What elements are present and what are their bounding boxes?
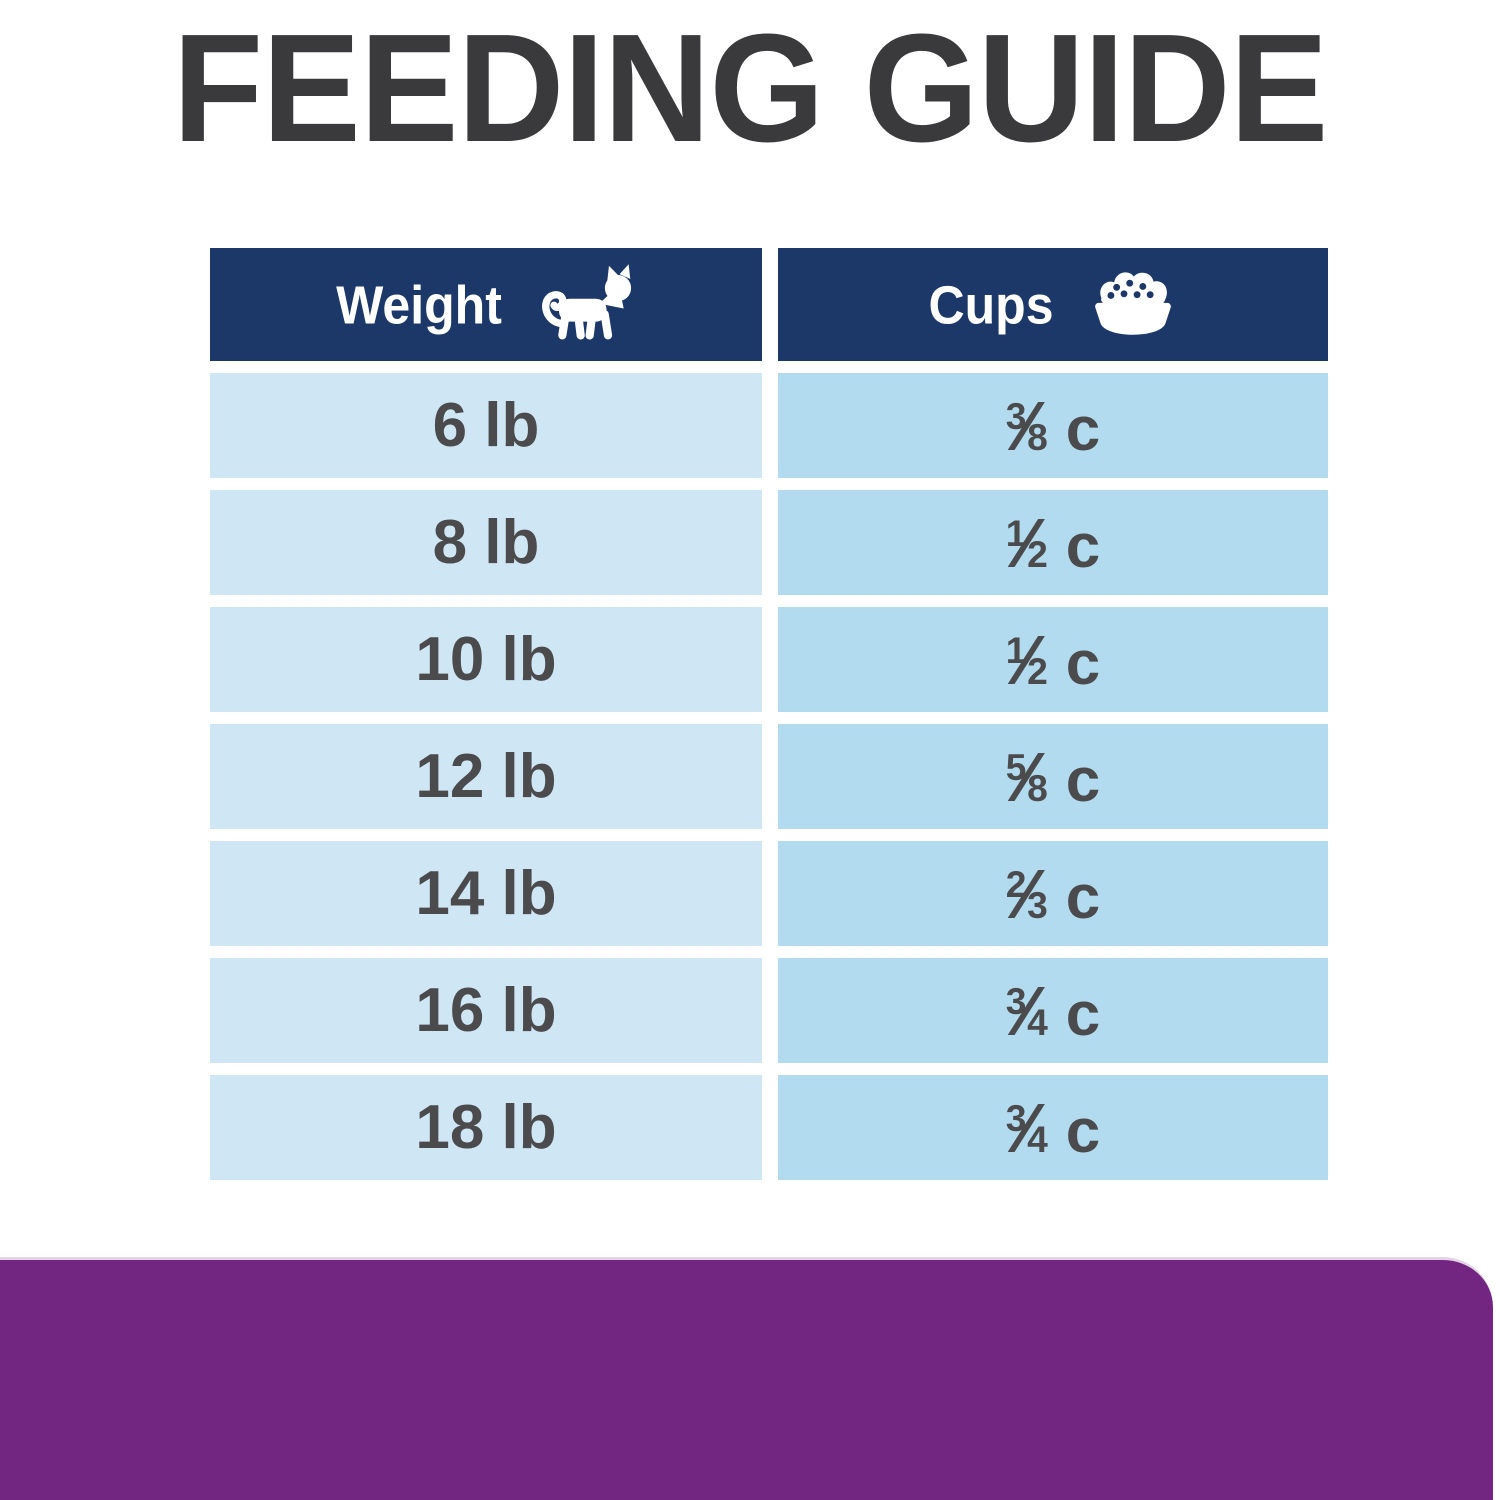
- cups-cell: 2⁄3 c: [778, 841, 1328, 946]
- fraction-slash: ⁄: [1020, 854, 1033, 933]
- cups-unit: c: [1065, 628, 1101, 698]
- fraction-slash: ⁄: [1020, 971, 1033, 1050]
- cups-unit: c: [1065, 862, 1101, 932]
- weight-cell: 14 lb: [210, 841, 762, 946]
- cups-cell: 1⁄2 c: [778, 607, 1328, 712]
- fraction-denominator: 2: [1027, 533, 1048, 576]
- fraction: 1⁄2 c: [1006, 620, 1100, 700]
- fraction: 2⁄3 c: [1006, 854, 1100, 934]
- table-row: 6 lb 3⁄8 c: [210, 373, 1328, 478]
- fraction-numerator: 1: [1005, 629, 1027, 672]
- fraction-numerator: 3: [1005, 395, 1027, 438]
- fraction-slash: ⁄: [1020, 503, 1033, 582]
- fraction: 1⁄2 c: [1006, 503, 1100, 583]
- cat-icon: [536, 261, 636, 348]
- fraction: 3⁄4 c: [1006, 971, 1100, 1051]
- feeding-table: Weight C: [210, 248, 1328, 1192]
- table-row: 8 lb 1⁄2 c: [210, 490, 1328, 595]
- cups-unit: c: [1065, 745, 1101, 815]
- fraction-numerator: 2: [1005, 863, 1027, 906]
- fraction: 5⁄8 c: [1006, 737, 1100, 817]
- fraction-slash: ⁄: [1020, 737, 1033, 816]
- fraction: 3⁄4 c: [1006, 1088, 1100, 1168]
- cups-cell: 3⁄4 c: [778, 1075, 1328, 1180]
- table-row: 12 lb 5⁄8 c: [210, 724, 1328, 829]
- cups-cell: 1⁄2 c: [778, 490, 1328, 595]
- weight-cell: 6 lb: [210, 373, 762, 478]
- table-row: 16 lb 3⁄4 c: [210, 958, 1328, 1063]
- food-bowl-icon: [1088, 265, 1178, 344]
- weight-header-label: Weight: [336, 274, 502, 335]
- weight-cell: 10 lb: [210, 607, 762, 712]
- fraction-denominator: 3: [1027, 884, 1048, 927]
- cups-header-label: Cups: [928, 274, 1054, 335]
- fraction-numerator: 3: [1005, 980, 1027, 1023]
- cups-unit: c: [1065, 394, 1101, 464]
- cups-unit: c: [1065, 979, 1101, 1049]
- cups-unit: c: [1065, 511, 1101, 581]
- weight-cell: 18 lb: [210, 1075, 762, 1180]
- fraction-slash: ⁄: [1020, 386, 1033, 465]
- fraction-denominator: 2: [1027, 650, 1048, 693]
- fraction-numerator: 3: [1005, 1097, 1027, 1140]
- page-title: FEEDING GUIDE: [172, 2, 1329, 175]
- fraction-denominator: 4: [1027, 1001, 1048, 1044]
- cups-cell: 3⁄4 c: [778, 958, 1328, 1063]
- weight-cell: 8 lb: [210, 490, 762, 595]
- table-row: 10 lb 1⁄2 c: [210, 607, 1328, 712]
- fraction-denominator: 4: [1027, 1118, 1048, 1161]
- table-row: 18 lb 3⁄4 c: [210, 1075, 1328, 1180]
- weight-cell: 16 lb: [210, 958, 762, 1063]
- table-header-row: Weight C: [210, 248, 1328, 361]
- fraction-denominator: 8: [1027, 416, 1048, 459]
- fraction-numerator: 1: [1005, 512, 1027, 555]
- header-cell-cups: Cups: [778, 248, 1328, 361]
- weight-cell: 12 lb: [210, 724, 762, 829]
- fraction-numerator: 5: [1005, 746, 1027, 789]
- cups-cell: 3⁄8 c: [778, 373, 1328, 478]
- fraction-slash: ⁄: [1020, 1088, 1033, 1167]
- footer-band: [0, 1257, 1493, 1500]
- fraction-slash: ⁄: [1020, 620, 1033, 699]
- table-row: 14 lb 2⁄3 c: [210, 841, 1328, 946]
- cups-cell: 5⁄8 c: [778, 724, 1328, 829]
- cups-unit: c: [1065, 1096, 1101, 1166]
- header-cell-weight: Weight: [210, 248, 762, 361]
- fraction: 3⁄8 c: [1006, 386, 1100, 466]
- fraction-denominator: 8: [1027, 767, 1048, 810]
